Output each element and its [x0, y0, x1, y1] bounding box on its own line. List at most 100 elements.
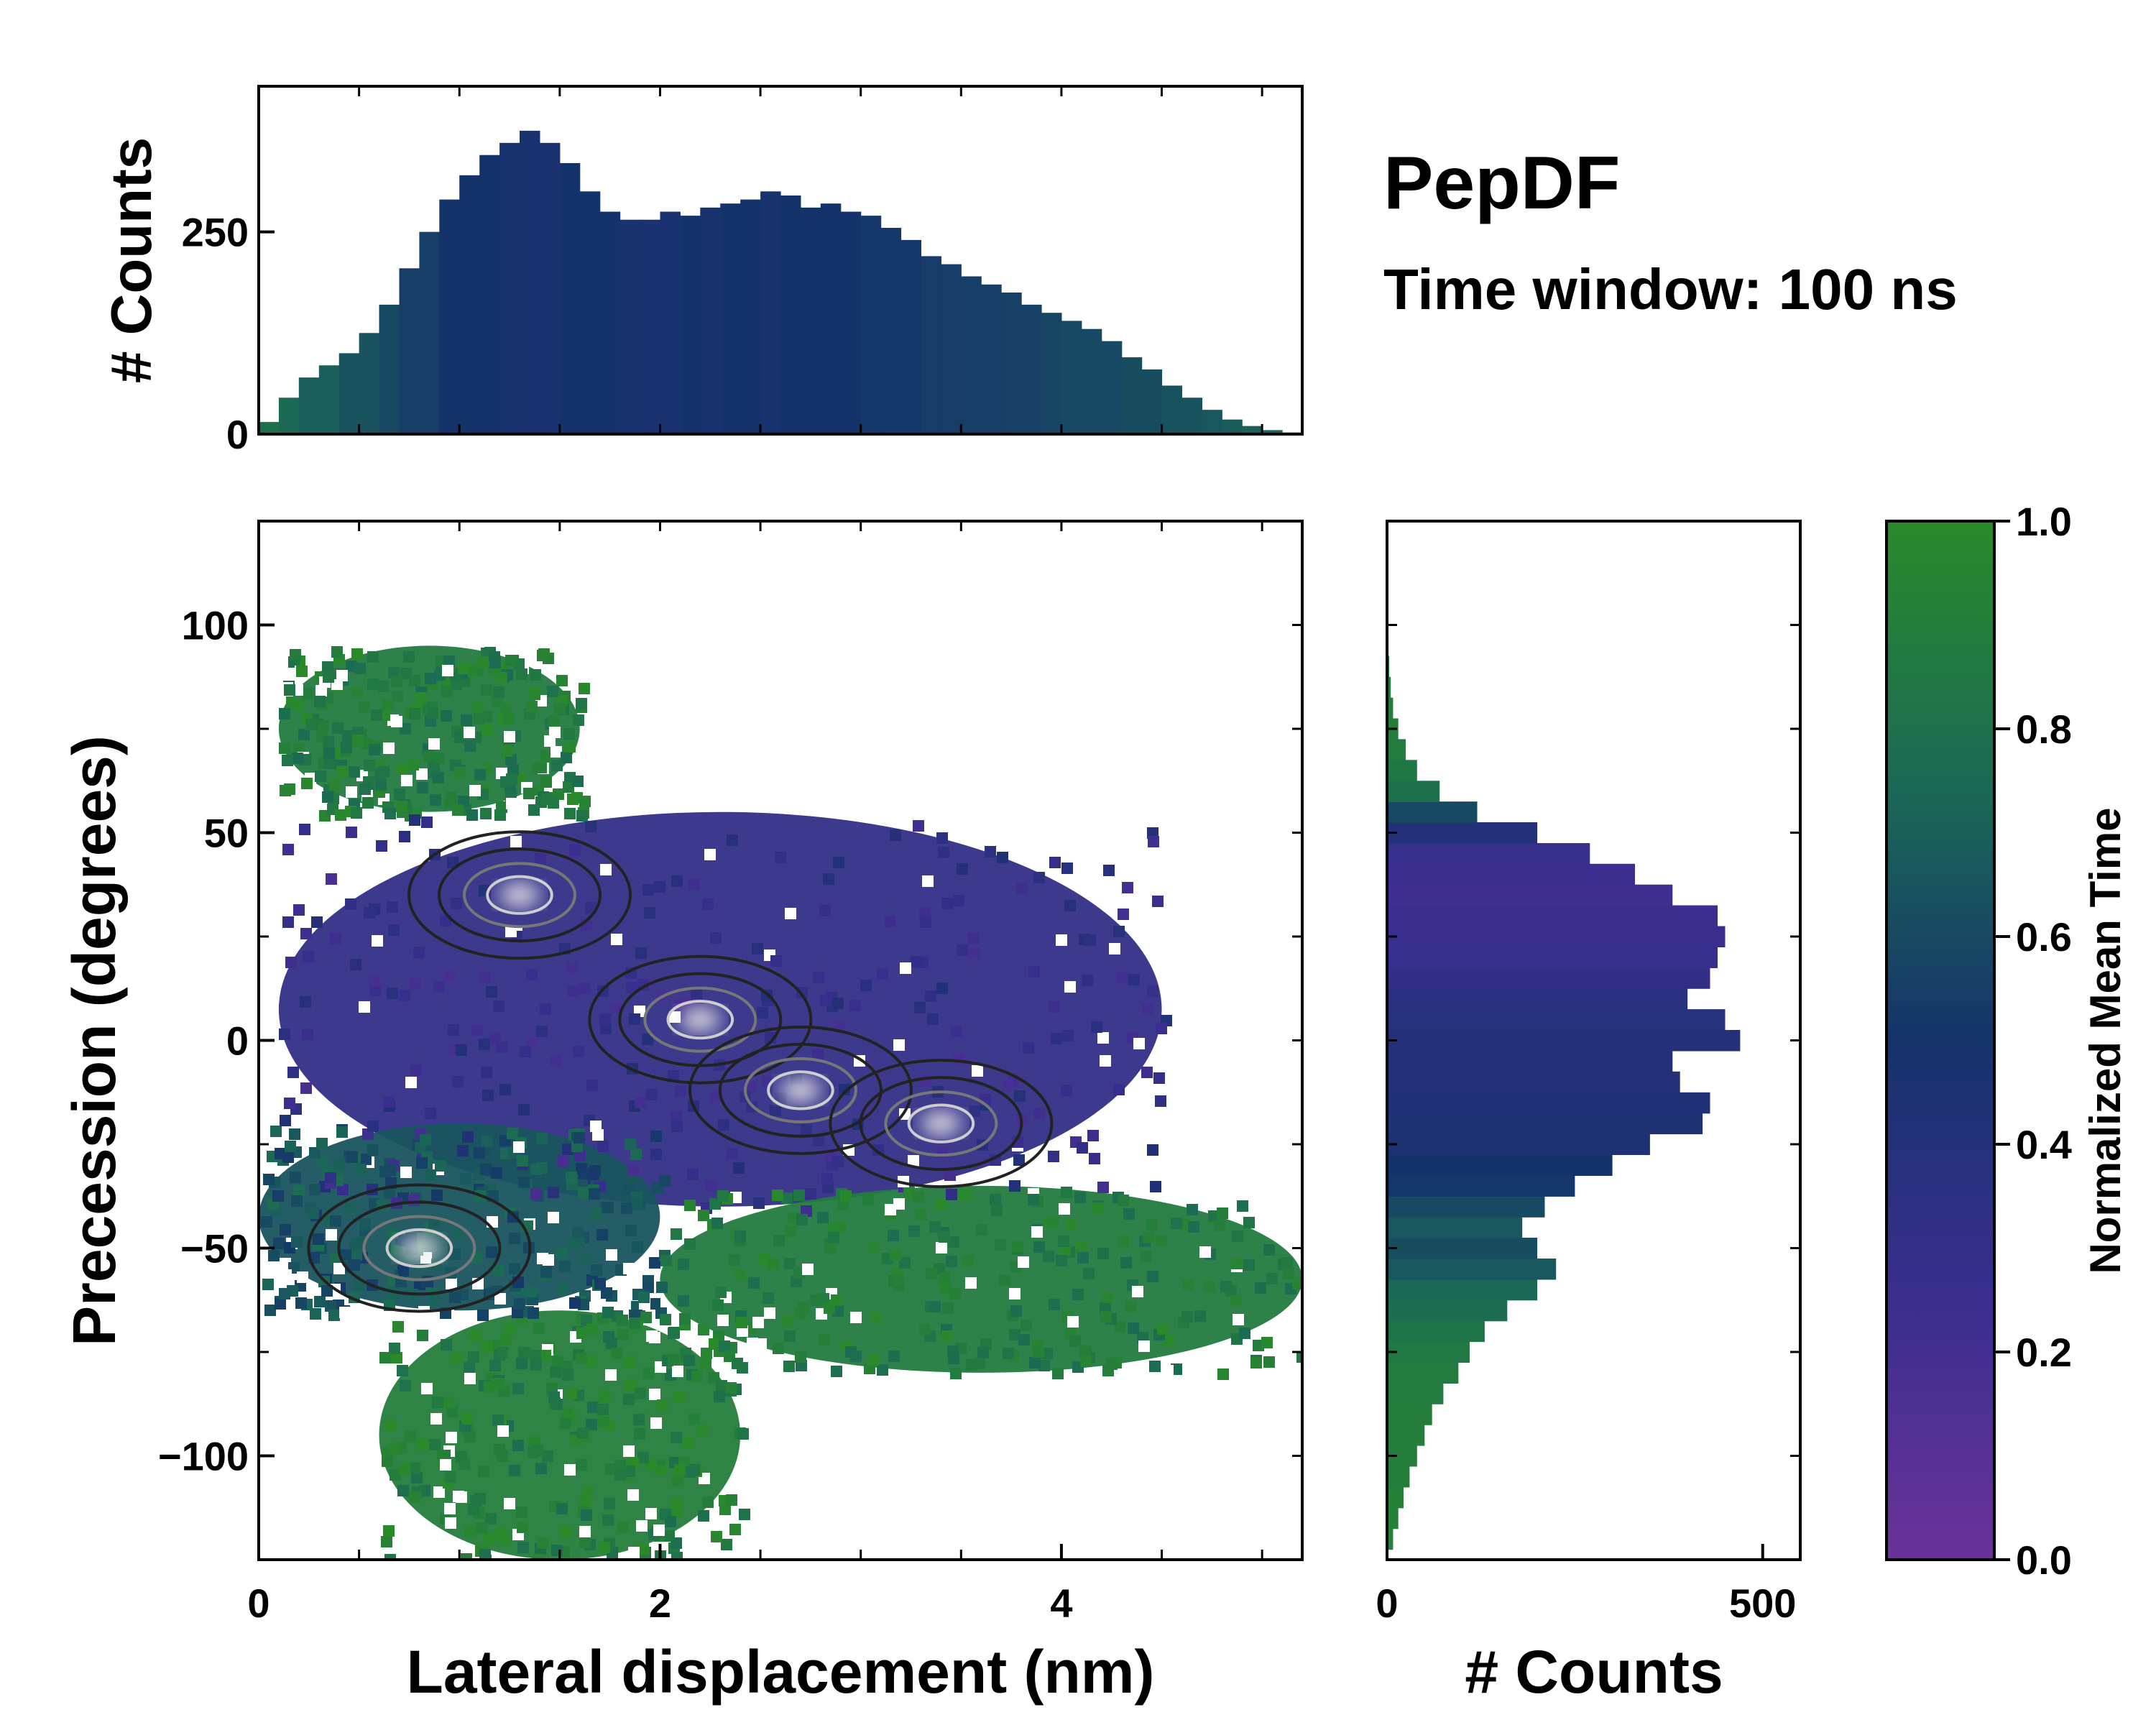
- heatmap-cell: [633, 1414, 645, 1425]
- heatmap-cell: [710, 1090, 722, 1102]
- heatmap-cell: [948, 1236, 959, 1248]
- heatmap-cell: [323, 748, 335, 759]
- heatmap-cell: [322, 661, 333, 673]
- heatmap-cell: [604, 1498, 615, 1509]
- heatmap-cell: [554, 703, 566, 714]
- heatmap-cell: [1080, 1356, 1092, 1367]
- heatmap-cell: [529, 1435, 540, 1447]
- heatmap-cell: [526, 701, 538, 712]
- heatmap-cell: [321, 1285, 333, 1297]
- heatmap-cell: [314, 696, 326, 707]
- heatmap-cell: [953, 895, 964, 906]
- heatmap-cell: [530, 1164, 542, 1175]
- heatmap-cell: [1069, 1335, 1081, 1347]
- heatmap-cell: [1113, 1084, 1125, 1095]
- heatmap-cell: [410, 1064, 422, 1076]
- heatmap-cell: [832, 1156, 844, 1167]
- heatmap-cell: [671, 1432, 682, 1443]
- heatmap-cell: [1097, 1182, 1109, 1193]
- heatmap-cell: [359, 783, 371, 795]
- heatmap-cell: [748, 1277, 760, 1289]
- right-hist-bar: [1387, 739, 1406, 760]
- heatmap-cell: [442, 665, 453, 676]
- heatmap-cell: [698, 1210, 709, 1221]
- heatmap-cell: [617, 1522, 629, 1533]
- heatmap-cell: [401, 775, 413, 786]
- heatmap-cell: [352, 735, 364, 746]
- heatmap-cell: [451, 898, 462, 909]
- right-hist-bar: [1387, 1051, 1673, 1072]
- heatmap-cell: [446, 1432, 457, 1443]
- right-hist-bar: [1387, 863, 1635, 886]
- top-hist-bar: [359, 333, 380, 434]
- heatmap-cell: [443, 1397, 455, 1408]
- right-hist-bar: [1387, 1259, 1557, 1280]
- heatmap-cell: [384, 808, 396, 819]
- right-hist-xtick-label: 500: [1729, 1581, 1796, 1626]
- top-hist-bar: [900, 239, 921, 434]
- heatmap-cell: [1087, 1130, 1099, 1141]
- heatmap-cell: [802, 1264, 814, 1275]
- heatmap-cell: [1292, 1278, 1302, 1289]
- heatmap-cell: [468, 1504, 479, 1515]
- heatmap-cell: [262, 1279, 274, 1290]
- heatmap-cell: [1243, 1259, 1255, 1271]
- heatmap-cell: [540, 750, 552, 761]
- heatmap-cell: [391, 676, 402, 687]
- heatmap-cell: [1077, 1142, 1088, 1154]
- heatmap-cell: [517, 1542, 529, 1553]
- heatmap-cell: [425, 1108, 436, 1119]
- heatmap-cell: [946, 1256, 957, 1267]
- heatmap-cell: [464, 727, 475, 738]
- heatmap-cell: [939, 1272, 950, 1284]
- heatmap-cell: [284, 1098, 295, 1109]
- heatmap-cell: [485, 1513, 497, 1524]
- heatmap-cell: [1148, 836, 1159, 847]
- heatmap-cell: [888, 1230, 899, 1241]
- heatmap-cell: [632, 1198, 643, 1210]
- main-xtick-label: 2: [649, 1581, 671, 1626]
- heatmap-cell: [597, 1404, 609, 1415]
- heatmap-cell: [576, 1459, 587, 1471]
- heatmap-cell: [509, 1465, 520, 1476]
- heatmap-cell: [469, 1329, 481, 1340]
- heatmap-cell: [628, 1547, 640, 1558]
- heatmap-cell: [624, 1356, 635, 1368]
- heatmap-cell: [1204, 1281, 1215, 1292]
- heatmap-cell: [1064, 981, 1076, 993]
- heatmap-cell: [422, 1276, 433, 1287]
- heatmap-cell: [927, 1013, 939, 1025]
- right-hist-bar: [1387, 988, 1688, 1010]
- heatmap-cell: [462, 1131, 474, 1143]
- heatmap-cell: [413, 947, 425, 958]
- main-xtick-label: 0: [247, 1581, 270, 1626]
- heatmap-cell: [568, 985, 579, 997]
- heatmap-cell: [977, 1347, 989, 1358]
- heatmap-cell: [643, 1367, 655, 1379]
- heatmap-cell: [1122, 882, 1133, 893]
- heatmap-cell: [914, 1002, 926, 1013]
- top-hist-bar: [1041, 313, 1062, 434]
- heatmap-cell: [1002, 1080, 1013, 1091]
- heatmap-cell: [831, 1294, 842, 1306]
- heatmap-cell: [611, 934, 622, 945]
- heatmap-cell: [1049, 1299, 1060, 1310]
- heatmap-cell: [430, 1413, 442, 1425]
- heatmap-cell: [472, 702, 484, 713]
- heatmap-cell: [298, 729, 310, 740]
- heatmap-cell: [1147, 985, 1158, 997]
- heatmap-cell: [497, 1347, 508, 1358]
- heatmap-cell: [346, 827, 357, 838]
- heatmap-cell: [1033, 872, 1045, 883]
- heatmap-cell: [1018, 1256, 1029, 1268]
- heatmap-cell: [479, 972, 491, 983]
- top-hist-bar: [1242, 426, 1263, 434]
- heatmap-cell: [293, 904, 305, 916]
- heatmap-cell: [489, 1360, 501, 1371]
- density-contour: [385, 1228, 453, 1269]
- heatmap-cell: [330, 933, 341, 944]
- heatmap-cell: [369, 985, 381, 996]
- heatmap-cell: [562, 1144, 573, 1155]
- heatmap-cell: [540, 1003, 551, 1015]
